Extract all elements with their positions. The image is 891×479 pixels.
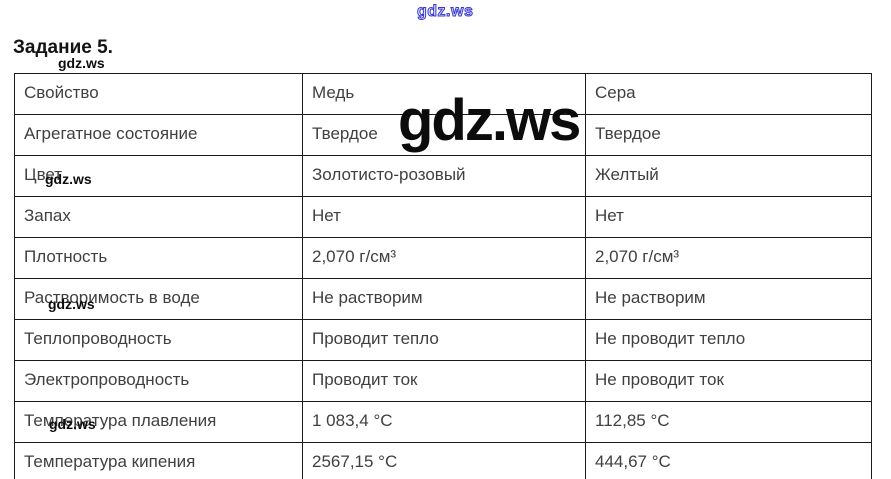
sulfur-cell: Твердое (585, 114, 872, 156)
watermark-top: gdz.ws (416, 3, 474, 21)
sulfur-cell: Не растворим (585, 278, 872, 320)
table-header-row: Свойство Медь Сера (14, 73, 872, 115)
copper-cell: Твердое (302, 114, 586, 156)
copper-cell: Золотисто-розовый (302, 155, 586, 197)
table-row: Цвет Золотисто-розовый Желтый (14, 155, 872, 197)
watermark-small-3: gdz.ws (48, 296, 95, 312)
sulfur-cell: Не проводит ток (585, 360, 872, 402)
table-row: Температура плавления 1 083,4 °C 112,85 … (14, 401, 872, 443)
copper-cell: Проводит ток (302, 360, 586, 402)
table-row: Теплопроводность Проводит тепло Не прово… (14, 319, 872, 361)
sulfur-cell: Желтый (585, 155, 872, 197)
copper-cell: 2567,15 °C (302, 442, 586, 479)
copper-cell: Нет (302, 196, 586, 238)
copper-cell: Не растворим (302, 278, 586, 320)
sulfur-cell: 444,67 °C (585, 442, 872, 479)
table-row: Плотность 2,070 г/см³ 2,070 г/см³ (14, 237, 872, 279)
property-cell: Запах (14, 196, 303, 238)
copper-cell: Проводит тепло (302, 319, 586, 361)
copper-cell: 1 083,4 °C (302, 401, 586, 443)
table-row: Температура кипения 2567,15 °C 444,67 °C (14, 442, 872, 479)
sulfur-cell: 112,85 °C (585, 401, 872, 443)
property-cell: Растворимость в воде (14, 278, 303, 320)
sulfur-cell: 2,070 г/см³ (585, 237, 872, 279)
watermark-large: gdz.ws (398, 88, 581, 153)
property-cell: Цвет (14, 155, 303, 197)
property-cell: Агрегатное состояние (14, 114, 303, 156)
property-cell: Теплопроводность (14, 319, 303, 361)
task-title: Задание 5. (13, 37, 113, 58)
table-row: Электропроводность Проводит ток Не прово… (14, 360, 872, 402)
sulfur-cell: Нет (585, 196, 872, 238)
table-row: Агрегатное состояние Твердое Твердое (14, 114, 872, 156)
column-header-property: Свойство (14, 73, 303, 115)
property-cell: Температура кипения (14, 442, 303, 479)
copper-cell: 2,070 г/см³ (302, 237, 586, 279)
column-header-copper: Медь (302, 73, 586, 115)
table-row: Растворимость в воде Не растворим Не рас… (14, 278, 872, 320)
property-cell: Плотность (14, 237, 303, 279)
watermark-small-1: gdz.ws (58, 55, 105, 71)
property-cell: Электропроводность (14, 360, 303, 402)
table-row: Запах Нет Нет (14, 196, 872, 238)
watermark-small-2: gdz.ws (45, 171, 92, 187)
property-cell: Температура плавления (14, 401, 303, 443)
sulfur-cell: Не проводит тепло (585, 319, 872, 361)
watermark-small-4: gdz.ws (49, 416, 96, 432)
properties-table: Свойство Медь Сера Агрегатное состояние … (14, 73, 872, 479)
column-header-sulfur: Сера (585, 73, 872, 115)
